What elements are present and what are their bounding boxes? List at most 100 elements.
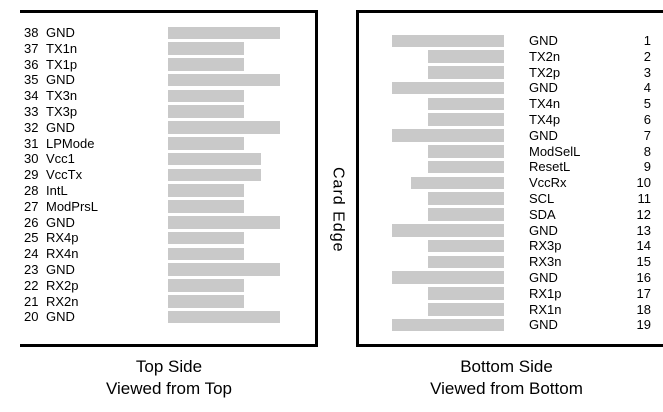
pin-number: 31 xyxy=(24,135,39,151)
pin-number: 14 xyxy=(636,238,651,254)
bottom-side-pin-rows: GND 1 TX2n 2 TX2p 3 GND 4 TX4n 5 TX4p 6 GND 7 ModSelL 8… xyxy=(359,33,663,333)
pin-pad xyxy=(428,287,504,300)
pin-pad xyxy=(428,303,504,316)
pin-number: 8 xyxy=(643,143,651,159)
pin-label: VccTx xyxy=(46,167,83,183)
pin-pad xyxy=(168,200,244,213)
pin-row-27: 27 ModPrsL xyxy=(20,199,315,215)
pin-number: 32 xyxy=(24,119,39,135)
pin-row-18: RX1n 18 xyxy=(359,302,663,318)
pin-pad xyxy=(428,97,504,111)
pin-number: 21 xyxy=(24,293,39,309)
pin-label: TX4n xyxy=(529,96,561,112)
pin-label: TX1p xyxy=(46,56,78,72)
pin-label: RX1n xyxy=(529,301,562,317)
pin-pad xyxy=(168,26,280,39)
pin-pad xyxy=(168,279,244,292)
pin-row-12: SDA 12 xyxy=(359,207,663,223)
pin-row-10: VccRx 10 xyxy=(359,175,663,191)
pin-number: 10 xyxy=(636,175,651,191)
top-side-caption-line1: Top Side xyxy=(135,357,203,376)
pin-pad xyxy=(392,81,504,95)
pin-pad xyxy=(392,224,504,237)
pin-row-21: 21 RX2n xyxy=(20,294,315,310)
pin-row-38: 38 GND xyxy=(20,25,315,41)
pin-pad xyxy=(168,42,244,55)
pin-label: ModSelL xyxy=(529,143,581,159)
pin-number: 30 xyxy=(24,151,39,167)
pin-row-5: TX4n 5 xyxy=(359,96,663,112)
pin-row-31: 31 LPMode xyxy=(20,136,315,152)
pin-label: Vcc1 xyxy=(46,151,75,167)
pin-pad xyxy=(392,271,504,284)
top-side-caption: Top Side Viewed from Top xyxy=(20,356,318,400)
pin-number: 15 xyxy=(636,254,651,270)
pin-number: 7 xyxy=(643,127,651,143)
pin-pad xyxy=(428,208,504,221)
pin-row-28: 28 IntL xyxy=(20,183,315,199)
pin-label: GND xyxy=(46,261,75,277)
pin-number: 35 xyxy=(24,72,39,88)
pin-number: 4 xyxy=(643,80,651,96)
pin-label: RX1p xyxy=(529,285,562,301)
pin-pad xyxy=(168,184,244,197)
pin-row-4: GND 4 xyxy=(359,80,663,96)
pin-number: 38 xyxy=(24,25,39,40)
pin-number: 16 xyxy=(636,269,651,285)
pin-row-16: GND 16 xyxy=(359,270,663,286)
pin-label: TX1n xyxy=(46,40,78,56)
pin-row-17: RX1p 17 xyxy=(359,286,663,302)
pin-number: 28 xyxy=(24,182,39,198)
pin-pad xyxy=(428,239,504,253)
pin-row-35: 35 GND xyxy=(20,72,315,88)
pin-row-30: 30 Vcc1 xyxy=(20,151,315,167)
pin-label: GND xyxy=(46,72,75,88)
pin-row-24: 24 RX4n xyxy=(20,246,315,262)
pin-number: 24 xyxy=(24,246,39,262)
pin-row-22: 22 RX2p xyxy=(20,278,315,294)
pin-pad xyxy=(428,255,504,269)
pin-label: RX3n xyxy=(529,254,562,270)
pin-label: GND xyxy=(529,269,558,285)
pin-pad xyxy=(428,50,504,63)
pin-number: 25 xyxy=(24,230,39,246)
pin-number: 13 xyxy=(636,222,651,238)
pin-label: ModPrsL xyxy=(46,198,99,214)
bottom-side-caption-line2: Viewed from Bottom xyxy=(430,379,583,398)
pin-label: GND xyxy=(46,119,75,135)
pin-row-20: 20 GND xyxy=(20,309,315,325)
pin-pad xyxy=(168,216,280,229)
pin-pad xyxy=(428,66,504,79)
pin-pad xyxy=(168,121,280,134)
pin-row-29: 29 VccTx xyxy=(20,167,315,183)
pin-label: RX2p xyxy=(46,277,79,293)
pin-label: VccRx xyxy=(529,175,567,191)
pin-pad xyxy=(168,89,244,103)
pin-number: 23 xyxy=(24,261,39,277)
pin-label: IntL xyxy=(46,182,68,198)
pin-row-26: 26 GND xyxy=(20,215,315,231)
pin-pad xyxy=(392,34,504,47)
pin-label: TX3p xyxy=(46,103,78,119)
pin-row-14: RX3p 14 xyxy=(359,238,663,254)
pin-pad xyxy=(168,310,280,324)
pin-label: GND xyxy=(529,317,558,333)
pin-number: 1 xyxy=(643,33,651,48)
pin-number: 19 xyxy=(636,317,651,333)
pin-pad xyxy=(168,231,244,245)
pin-label: LPMode xyxy=(46,135,95,151)
pin-row-2: TX2n 2 xyxy=(359,49,663,65)
pin-pad xyxy=(428,145,504,158)
pin-row-8: ModSelL 8 xyxy=(359,144,663,160)
pin-pad xyxy=(428,160,504,174)
pin-number: 9 xyxy=(643,159,651,175)
top-side-panel: 38 GND 37 TX1n 36 TX1p 35 GND 34 TX3n 33 TX3p 32 GND 3… xyxy=(20,10,318,347)
pin-row-23: 23 GND xyxy=(20,262,315,278)
pin-label: TX2p xyxy=(529,64,561,80)
pin-number: 26 xyxy=(24,214,39,230)
top-side-pin-rows: 38 GND 37 TX1n 36 TX1p 35 GND 34 TX3n 33 TX3p 32 GND 3… xyxy=(20,25,315,325)
bottom-side-caption-line1: Bottom Side xyxy=(460,357,553,376)
pin-label: GND xyxy=(46,25,75,40)
pin-label: SCL xyxy=(529,190,555,206)
pin-label: GND xyxy=(529,222,558,238)
